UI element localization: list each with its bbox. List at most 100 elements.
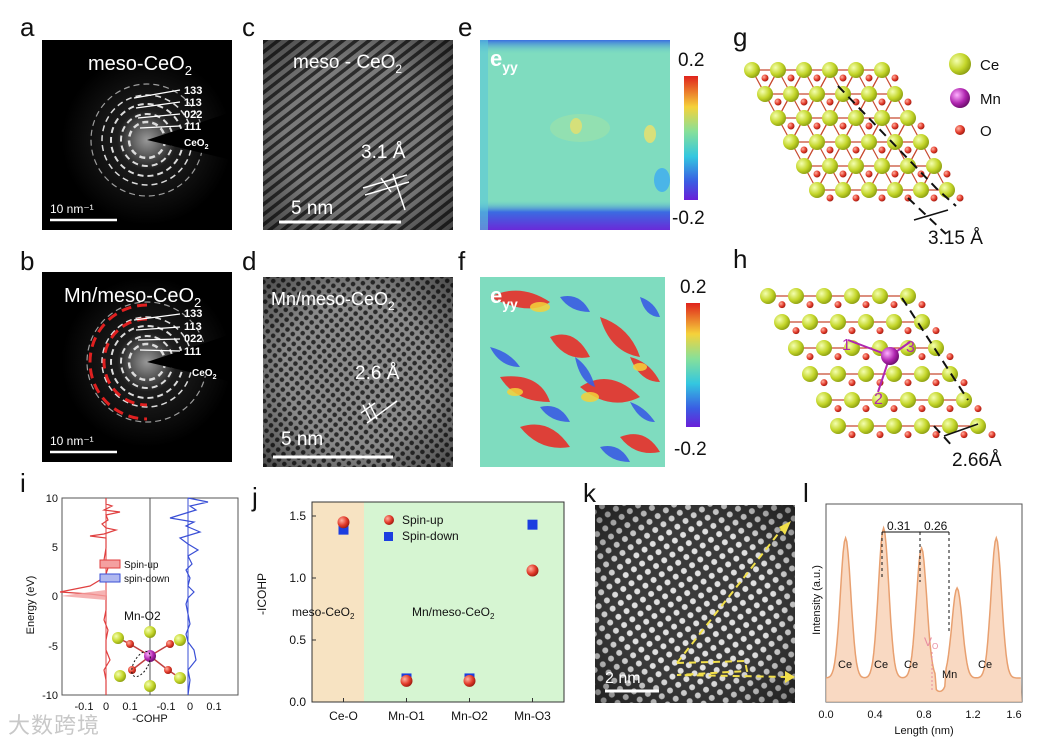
spin-up-point [463,674,476,687]
vacancy-label: VO [924,635,938,651]
x-tick-label: Mn-O2 [451,709,488,723]
x-axis-label: Length (nm) [894,725,953,737]
x-tick-label: Mn-O3 [514,709,551,723]
colorbar-max: 0.2 [678,50,704,71]
peak-label: Ce [838,659,852,671]
colorbar-max: 0.2 [680,277,706,298]
svg-text:0.0: 0.0 [818,709,833,721]
legend-ce: Ce [980,57,999,74]
o-atom [956,194,964,202]
o-atom [826,194,834,202]
distance-1: 0.31 [887,519,911,533]
ce-atom [914,366,930,382]
ce-atom [802,366,818,382]
o-atom [932,431,940,439]
o-atom [878,98,886,106]
ce-atom [835,182,851,198]
legend-spin-up: Spin-up [402,513,444,527]
ce-atom [816,340,832,356]
legend-spin-down: Spin-down [402,529,459,543]
hrtem-image-d: Mn/meso-CeO2 2.6 Å 5 nm [263,277,453,467]
colorbar-min: -0.2 [672,208,705,229]
ce-atom [886,418,902,434]
phase-tag: CeO2 [184,138,209,151]
peak-label: Ce [904,659,918,671]
hrtem-title-c: meso - CeO2 [293,52,402,76]
line-profile-l: Intensity (a.u.) 0.31 0.26 Ce Ce Ce Mn C… [812,503,1023,737]
o-atom [761,74,769,82]
ce-atom [942,418,958,434]
peak-label: Ce [874,659,888,671]
o-atom [839,74,847,82]
ce-atom [802,314,818,330]
o-atom [848,327,856,335]
spin-up-point [526,564,539,577]
o-atom [890,405,898,413]
o-atom [800,146,808,154]
o-atom [891,74,899,82]
o-atom [890,301,898,309]
legend-o: O [980,123,992,140]
colorbar-e [684,76,698,200]
ring-index: 113 [184,321,202,333]
ce-atom [874,110,890,126]
y-axis-label: Intensity (a.u.) [812,565,823,635]
spin-down-point [338,524,349,535]
saed-title-a: meso-CeO2 [88,53,192,78]
colorbar-f [686,303,700,427]
panel-label-f: f [458,246,466,276]
o-atom [943,170,951,178]
svg-text:0.1: 0.1 [206,701,221,713]
ce-atom [796,62,812,78]
o-atom [918,353,926,361]
ce-atom [770,62,786,78]
o-atom [839,122,847,130]
svg-text:0.8: 0.8 [916,709,931,721]
y-tick: -10 [42,690,58,702]
ce-atom [788,288,804,304]
spin-down-point [527,519,538,530]
map-label-f: eyy [490,283,518,312]
o-atom [834,353,842,361]
y-axis-label: -ICOHP [255,573,269,615]
o-atom [813,122,821,130]
panel-label-e: e [458,12,473,42]
ce-atom [809,134,825,150]
o-atom [904,146,912,154]
o-atom [918,405,926,413]
icohp-chart-j: -ICOHP 0.0 0.5 1.0 1.5 Ce-O Mn-O1 Mn-O2 Mn-O3 m… [255,501,565,723]
o-atom [834,301,842,309]
o-atom [891,170,899,178]
o-atom [778,301,786,309]
inset-structure [112,626,186,692]
y-tick: 5 [52,542,58,554]
ce-atom [822,62,838,78]
o-atom [800,98,808,106]
ring-index: 133 [184,308,202,320]
mn-atom [881,347,899,365]
o-atom [960,431,968,439]
peak-label: Mn [942,669,957,681]
ce-atom [788,340,804,356]
panel-label-b: b [20,246,35,276]
legend-spin-down: spin-down [124,574,170,585]
o-atom [839,170,847,178]
o-atom [787,74,795,82]
ce-atom [900,392,916,408]
o-atom [862,353,870,361]
panel-label-h: h [733,244,748,274]
crystal-model-h: 1 2 3 2.66Å [760,288,1002,471]
ce-atom [848,158,864,174]
panel-label-l: l [803,478,809,508]
saed-pattern-b: Mn/meso-CeO2 133 113 022 111 CeO2 10 nm⁻… [42,272,232,462]
o-atom [878,146,886,154]
colorbar-min: -0.2 [674,439,707,460]
ce-atom [783,86,799,102]
saed-pattern-a: meso-CeO2 133 113 022 111 CeO2 10 nm⁻¹ [42,40,232,230]
o-atom [865,74,873,82]
scale-label: 5 nm [291,198,333,219]
panel-label-i: i [20,468,26,498]
region-mn [364,502,564,702]
o-atom [904,327,912,335]
ce-atom [816,392,832,408]
